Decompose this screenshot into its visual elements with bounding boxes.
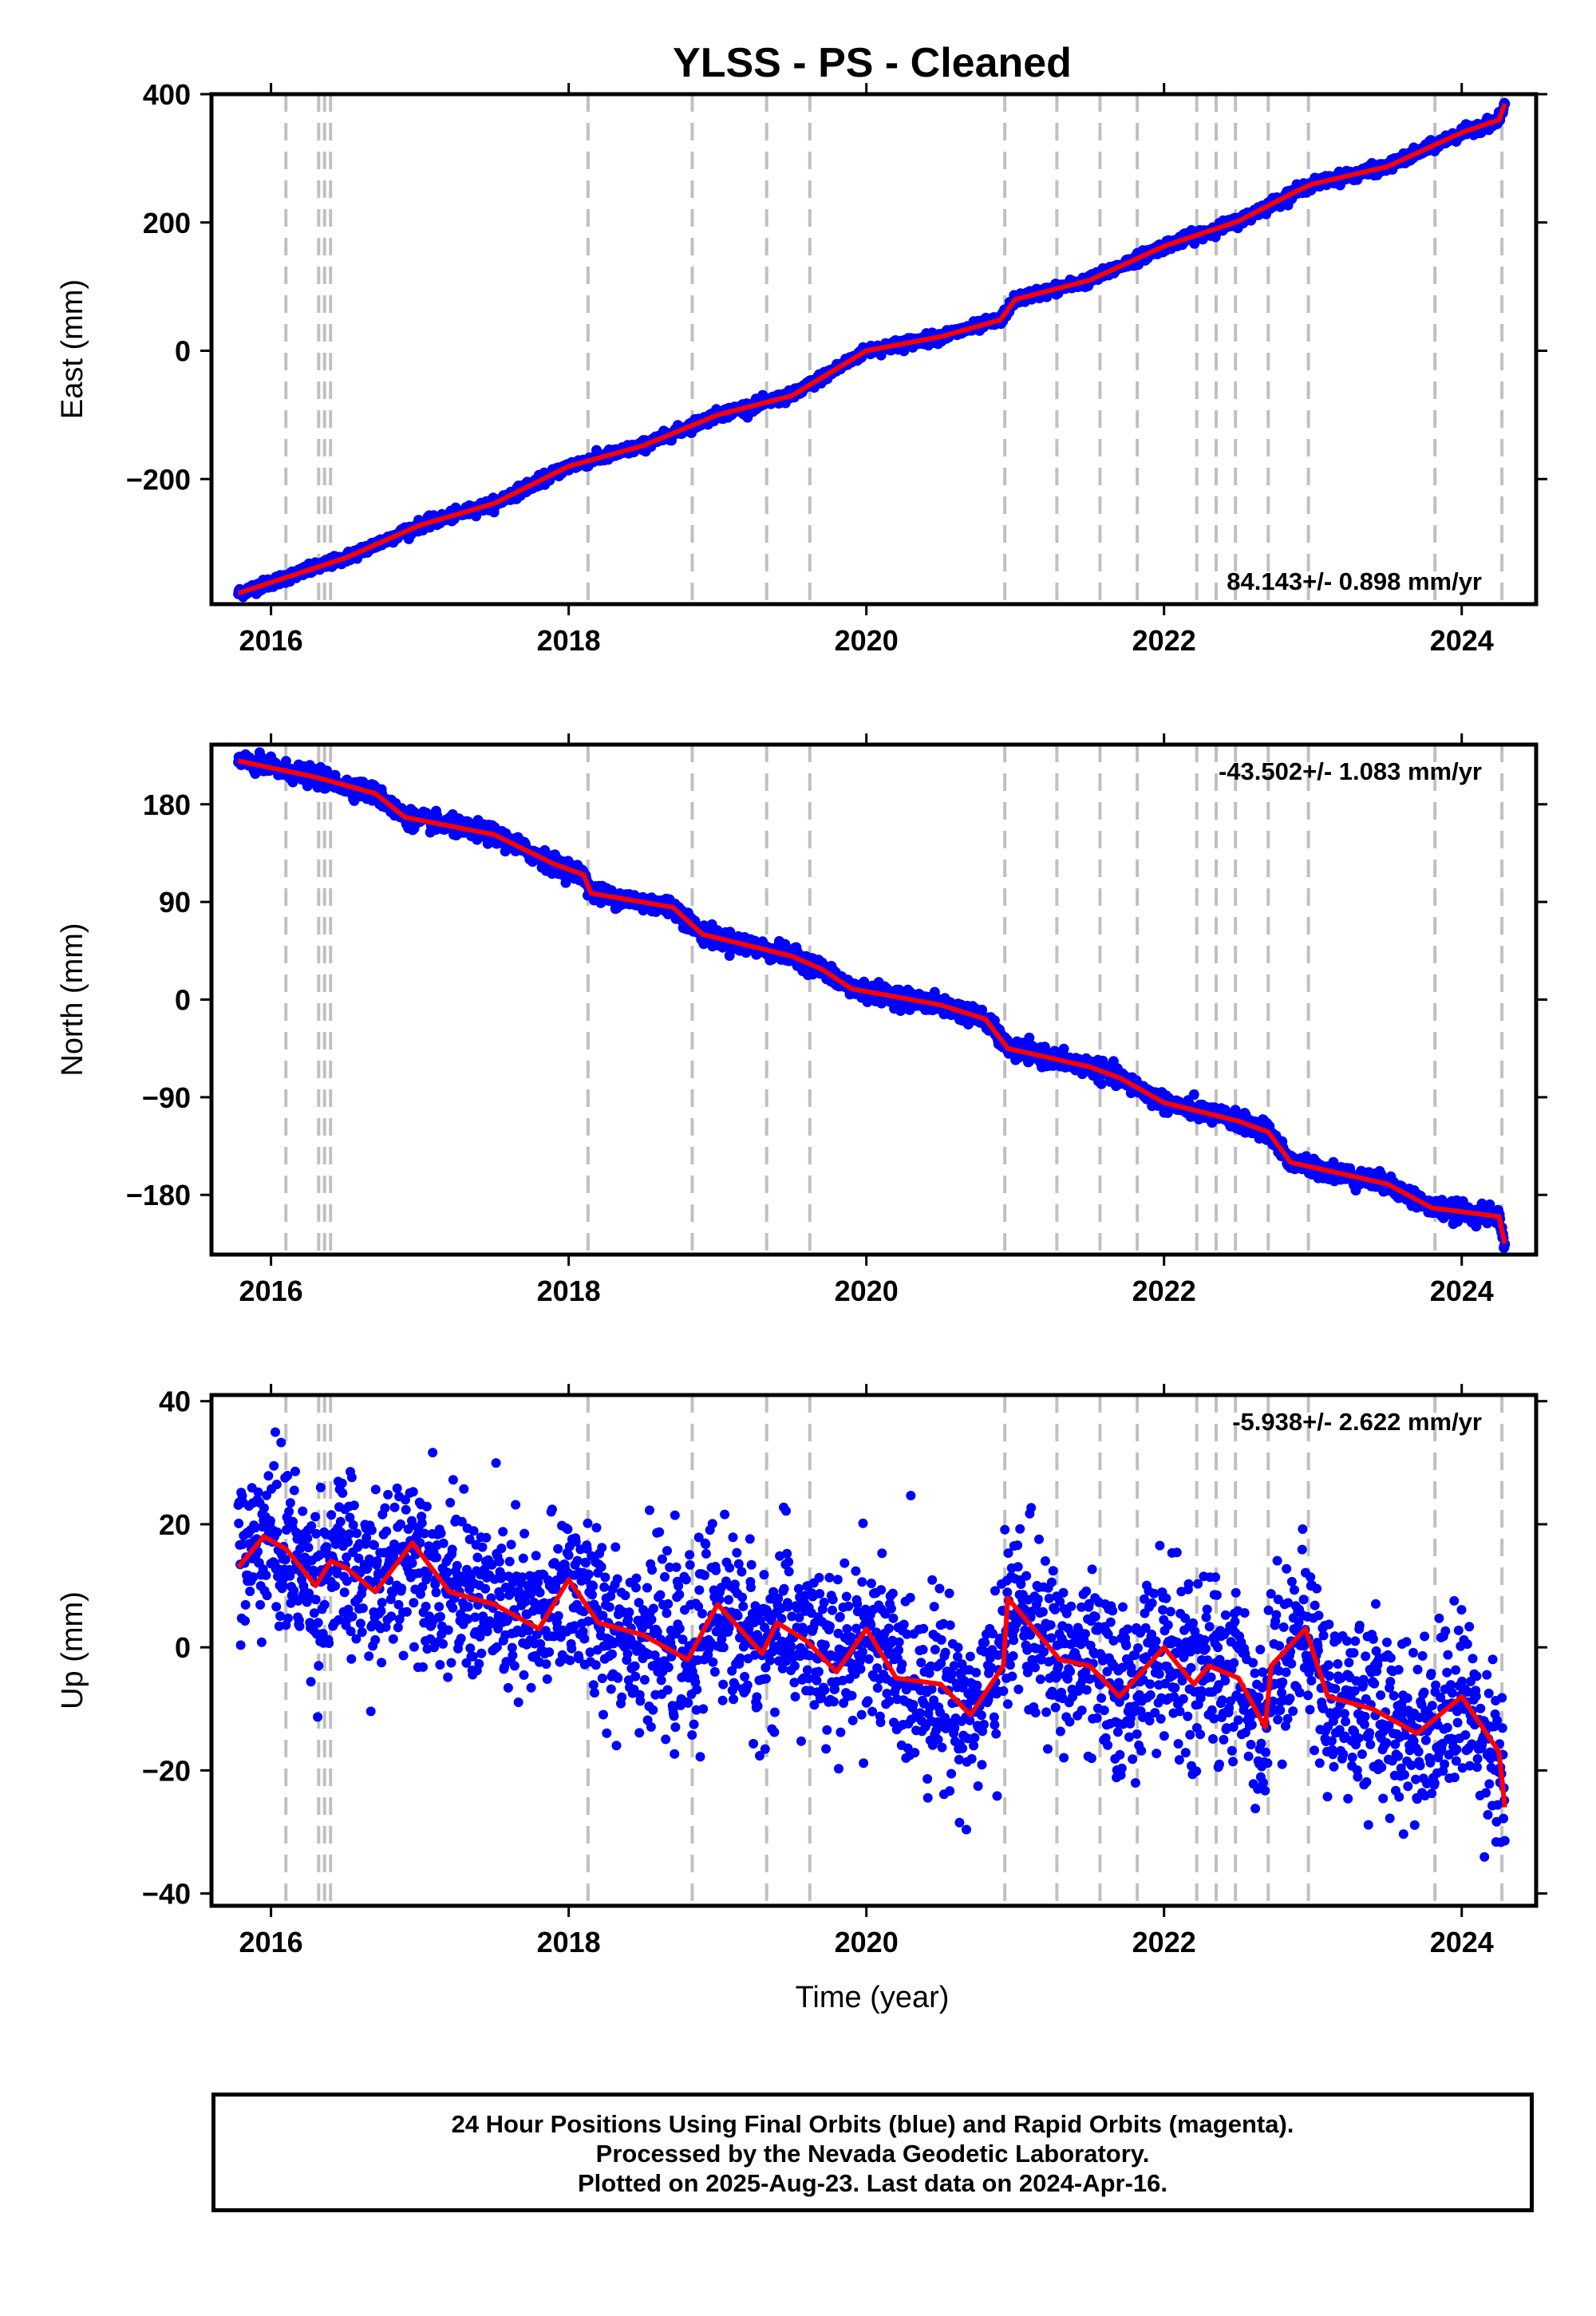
y-axis-label: East (mm) (56, 279, 89, 419)
x-tick-label: 2016 (239, 624, 303, 657)
y-tick-label: −200 (126, 463, 191, 496)
east-panel: 2016 2018 2020 2022 2024 400 200 0 −200 East (mm)… (56, 78, 1547, 657)
data-point (977, 1004, 987, 1015)
x-tick-label: 2024 (1430, 624, 1494, 657)
data-point (1024, 1032, 1035, 1043)
data-point (1058, 1043, 1069, 1054)
x-tick-label: 2020 (835, 624, 899, 657)
plot-frame (209, 92, 1539, 607)
y-tick-label: 400 (143, 78, 191, 111)
y-tick-label: 0 (175, 335, 191, 368)
rate-label: 84.143+/- 0.898 mm/yr (1227, 567, 1482, 595)
data-point (1096, 1078, 1107, 1089)
chart-title: YLSS - PS - Cleaned (673, 40, 1072, 86)
model-line (237, 103, 1507, 596)
x-tick-label: 2018 (537, 624, 601, 657)
y-tick-label: 200 (143, 207, 191, 239)
data-point (899, 346, 910, 357)
x-tick-label: 2022 (1132, 624, 1196, 657)
data-point (1188, 1089, 1199, 1100)
